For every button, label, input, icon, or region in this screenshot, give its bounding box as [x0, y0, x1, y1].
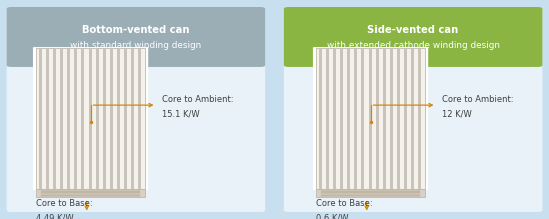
Text: Core to Ambient:: Core to Ambient:	[162, 95, 233, 104]
Bar	[103, 48, 106, 189]
Text: Core to Base:: Core to Base:	[36, 199, 92, 208]
Text: Side-vented can: Side-vented can	[367, 25, 459, 35]
Bar	[138, 48, 141, 189]
Bar	[383, 48, 386, 189]
Bar	[326, 48, 329, 189]
Bar	[348, 48, 350, 189]
Bar	[376, 48, 379, 189]
Bar	[397, 48, 400, 189]
Text: with extended cathode winding design: with extended cathode winding design	[327, 41, 500, 50]
FancyBboxPatch shape	[284, 7, 542, 67]
Bar	[354, 48, 357, 189]
Bar	[117, 48, 120, 189]
Bar	[418, 48, 421, 189]
FancyBboxPatch shape	[284, 7, 542, 212]
Bar	[46, 48, 49, 189]
Bar	[316, 48, 425, 189]
Bar	[319, 48, 322, 189]
Bar	[361, 48, 365, 189]
FancyBboxPatch shape	[7, 7, 265, 212]
Text: 15.1 K/W: 15.1 K/W	[162, 109, 200, 118]
Bar	[333, 48, 336, 189]
Bar	[68, 48, 70, 189]
Bar	[81, 48, 85, 189]
Bar	[131, 48, 134, 189]
Bar	[36, 48, 145, 189]
Bar	[74, 48, 77, 189]
Bar	[11, 37, 261, 65]
Bar	[316, 189, 425, 197]
Text: 0.6 K/W: 0.6 K/W	[316, 213, 348, 219]
Bar	[288, 37, 538, 65]
Bar	[390, 48, 393, 189]
Bar	[88, 48, 92, 189]
FancyBboxPatch shape	[7, 7, 265, 67]
Bar	[110, 48, 113, 189]
Bar	[39, 48, 42, 189]
Bar	[124, 48, 127, 189]
Bar	[404, 48, 407, 189]
Text: 4.49 K/W: 4.49 K/W	[36, 213, 74, 219]
Text: 12 K/W: 12 K/W	[442, 109, 472, 118]
Text: Bottom-vented can: Bottom-vented can	[82, 25, 189, 35]
Text: Core to Base:: Core to Base:	[316, 199, 372, 208]
Bar	[53, 48, 56, 189]
Bar	[340, 48, 343, 189]
Bar	[60, 48, 63, 189]
Bar	[96, 48, 99, 189]
Text: Core to Ambient:: Core to Ambient:	[442, 95, 513, 104]
FancyBboxPatch shape	[33, 47, 148, 190]
Bar	[368, 48, 372, 189]
Text: with standard winding design: with standard winding design	[70, 41, 201, 50]
Bar	[36, 189, 145, 197]
FancyBboxPatch shape	[313, 47, 428, 190]
Bar	[411, 48, 414, 189]
